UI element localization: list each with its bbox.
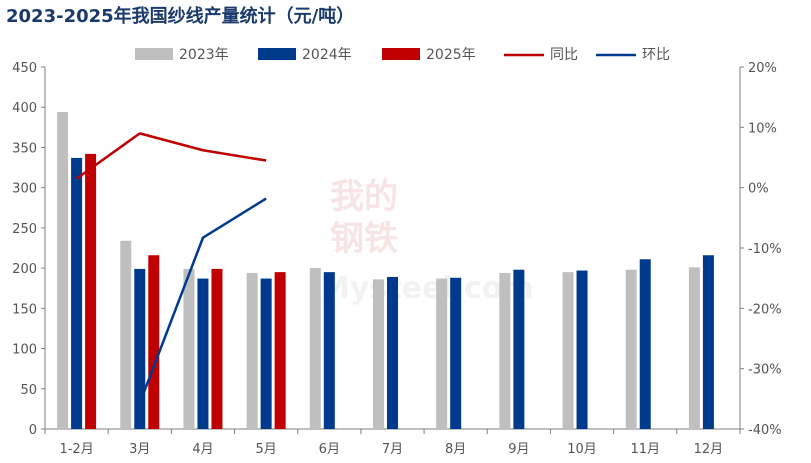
bar-2024年-7月 [387,276,398,429]
bar-2025年-4月 [211,268,223,429]
x-tick-label: 9月 [508,442,529,457]
watermark-line3: Mysteel.com [320,271,534,306]
bar-2023年-11月 [625,269,637,429]
bar-2023年-12月 [688,267,700,429]
bar-2024年-1-2月 [71,157,83,429]
right-tick-label: 20% [748,61,777,76]
bar-2024年-11月 [639,259,651,429]
x-tick-label: 7月 [382,442,403,457]
bar-2023年-3月 [120,240,132,429]
legend-swatch-2025年 [382,48,420,60]
bar-2023年-7月 [373,279,384,429]
right-tick-label: 0% [748,182,769,197]
bar-2024年-12月 [702,255,714,429]
left-tick-label: 350 [12,141,37,156]
bar-2023年-8月 [436,278,448,429]
x-tick-label: 12月 [694,442,724,457]
watermark-line1: 我的 [330,177,398,217]
bar-2024年-4月 [197,278,209,429]
line-series-同比 [75,132,267,180]
bar-2024年-10月 [576,270,588,429]
legend-label-环比: 环比 [642,47,670,63]
bar-2024年-6月 [323,272,335,429]
bar-2025年-1-2月 [85,153,97,429]
bar-2025年-5月 [274,272,286,429]
right-tick-label: -40% [748,423,782,438]
right-tick-label: -10% [748,242,782,257]
x-tick-label: 10月 [567,442,597,457]
bar-2023年-6月 [309,268,321,429]
right-tick-label: 10% [748,121,777,136]
x-tick-label: 5月 [255,442,276,457]
chart-title: 2023-2025年我国纱线产量统计（元/吨） [6,6,355,27]
watermark-line2: 钢铁 [330,219,398,259]
left-tick-label: 200 [12,262,37,277]
left-tick-label: 300 [12,182,37,197]
legend-swatch-2024年 [258,48,296,60]
bars [57,112,714,429]
right-tick-label: -20% [748,302,782,317]
x-tick-label: 3月 [129,442,150,457]
bar-2023年-1-2月 [57,112,69,429]
left-tick-label: 150 [12,302,37,317]
x-tick-label: 1-2月 [59,442,93,457]
watermark: 我的 钢铁 Mysteel.com [320,177,534,306]
line-series-环比 [138,197,267,404]
bar-2023年-4月 [183,268,195,429]
x-tick-label: 4月 [192,442,213,457]
bar-2024年-3月 [134,268,146,429]
legend-label-2024年: 2024年 [302,47,352,63]
left-tick-label: 250 [12,222,37,237]
legend-label-2025年: 2025年 [426,47,476,63]
bar-2023年-5月 [246,272,258,429]
right-tick-label: -30% [748,363,782,378]
x-tick-label: 8月 [445,442,466,457]
legend-swatch-2023年 [135,48,173,60]
left-tick-label: 50 [20,383,37,398]
legend-label-同比: 同比 [550,47,578,63]
axes: 0 50 100 150 200 250 300 350 400 450 -40% -30% -20% -… [12,61,781,457]
left-tick-label: 450 [12,61,37,76]
bar-2023年-9月 [499,272,511,429]
legend-label-2023年: 2023年 [179,47,229,63]
bar-2024年-9月 [513,269,525,429]
lines [75,132,267,404]
bar-2024年-8月 [450,277,462,429]
bar-2023年-10月 [562,272,574,429]
left-tick-label: 400 [12,101,37,116]
bar-2025年-3月 [148,255,160,429]
left-tick-label: 100 [12,343,37,358]
x-tick-label: 11月 [630,442,660,457]
bar-2024年-5月 [260,278,272,429]
x-tick-label: 6月 [319,442,340,457]
legend: 2023年 2024年 2025年 同比 环比 [135,47,670,63]
left-tick-label: 0 [29,423,37,438]
